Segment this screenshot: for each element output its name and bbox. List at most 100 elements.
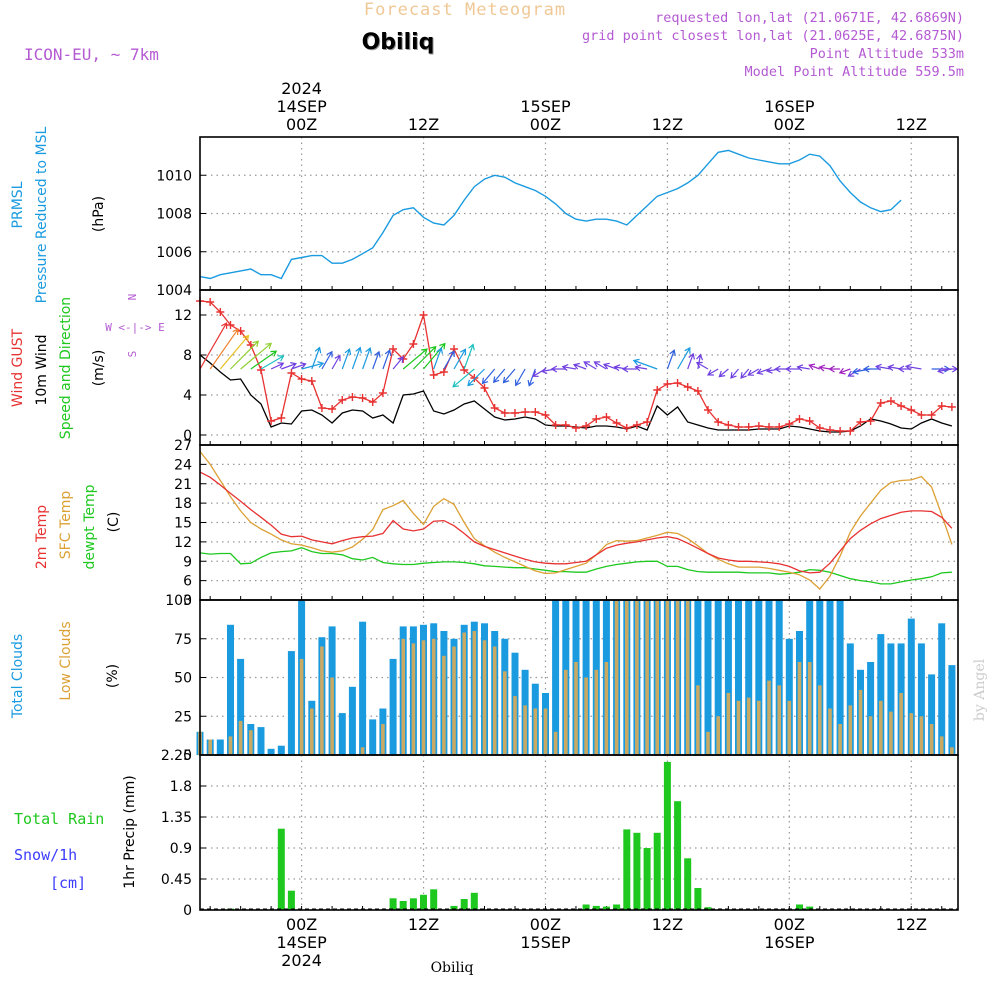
total-cloud-bar (287, 651, 295, 755)
wind-direction-arrow (311, 346, 322, 370)
y-tick-label: 21 (174, 477, 192, 493)
wind-gust-marker (785, 420, 794, 428)
total-cloud-bar (785, 638, 793, 756)
low-cloud-bar (401, 638, 405, 756)
wind-direction-arrow (321, 350, 333, 370)
wind-gust-marker (754, 422, 763, 430)
wind-direction-arrow (718, 368, 729, 378)
total-cloud-bar (724, 600, 732, 755)
wind-direction-arrow (740, 368, 750, 379)
panel-precipitation: 0 0.45 0.9 1.35 1.8 2.25 (161, 748, 958, 919)
rain-bar (674, 801, 682, 910)
wind-direction-arrow (331, 354, 341, 370)
wind-direction-arrow (862, 365, 881, 373)
low-cloud-bar (736, 700, 741, 756)
watermark: by Angel (972, 658, 988, 721)
wind-direction-arrow (433, 346, 443, 370)
wind-gust-marker (226, 321, 235, 329)
wind-dir-label: Speed and Direction (58, 297, 74, 439)
top-time-label: 12Z (408, 115, 439, 134)
model-name: ICON-EU, ~ 7km (24, 45, 159, 64)
wind-direction-arrow (392, 356, 404, 370)
wind-gust-marker (246, 341, 255, 349)
bottom-time-label: 14SEP (276, 933, 327, 952)
y-tick-label: 0.45 (161, 872, 192, 888)
wind-direction-arrow (240, 342, 272, 370)
wind-gust-marker (693, 387, 702, 395)
wind-gust-label: Wind GUST (10, 328, 26, 407)
wind-direction-arrow (270, 362, 285, 370)
wind-gust-marker (714, 418, 723, 426)
wind-direction-arrow (527, 368, 536, 387)
total-cloud-bar (938, 623, 946, 756)
wind-gust-marker (825, 426, 834, 434)
wind-direction-arrow (492, 368, 506, 384)
y-tick-label: 12 (174, 535, 192, 551)
requested-coords: requested lon,lat (21.0671E, 42.6869N) (655, 10, 964, 26)
total-cloud-bar (359, 621, 367, 755)
wind-gust-marker (815, 424, 824, 432)
low-cloud-bar (482, 640, 487, 755)
wind-gust-marker (592, 415, 601, 423)
y-tick-label: 50 (174, 671, 192, 687)
wind-gust-marker (927, 411, 936, 419)
temp-2m-label: 2m Temp (34, 505, 50, 569)
rain-bar (460, 899, 468, 910)
bottom-time-label: 16SEP (764, 933, 815, 952)
wind-direction-arrow (372, 350, 381, 370)
y-tick-label: 1.8 (170, 779, 192, 795)
low-cloud-bar (228, 736, 233, 755)
wind-direction-arrow (632, 358, 658, 370)
total-cloud-bar (816, 600, 824, 755)
low-cloud-bar (533, 708, 538, 755)
rain-bar (470, 892, 478, 910)
wind-gust-marker (521, 408, 530, 416)
bottom-time-label: 12Z (408, 915, 439, 934)
low-cloud-bar (746, 697, 751, 755)
wind-gust-marker (348, 393, 357, 401)
bottom-time-label: 12Z (652, 915, 683, 934)
rain-bar (277, 828, 285, 910)
y-tick-label: 0.9 (170, 841, 192, 857)
low-cloud-bar (767, 680, 771, 755)
bottom-time-label: 12Z (896, 915, 927, 934)
total-cloud-bar (877, 634, 885, 755)
total-cloud-bar (704, 600, 712, 755)
total-cloud-bar (735, 600, 742, 755)
wind-gust-marker (673, 379, 682, 387)
low-cloud-bar (818, 685, 822, 756)
wind-unit: (m/s) (91, 350, 107, 387)
point-altitude: Point Altitude 533m (810, 46, 964, 62)
wind-direction-arrow (550, 365, 566, 373)
wind-direction-arrow (838, 367, 851, 375)
rain-bar (613, 904, 621, 910)
wind-gust-marker (551, 421, 560, 429)
wind-direction-arrow (747, 368, 760, 376)
wind-direction-arrow (634, 364, 648, 372)
low-cloud-bar (208, 739, 212, 755)
wind-direction-arrow (260, 355, 285, 370)
rain-bar (420, 894, 427, 910)
panel-border (199, 289, 959, 446)
wind-gust-marker (328, 405, 337, 413)
total-cloud-bar (907, 618, 915, 755)
rain-bar (450, 905, 458, 910)
wind-gust-marker (267, 417, 276, 425)
bottom-time-label: 00Z (286, 915, 317, 934)
total-cloud-bar (826, 600, 834, 755)
low-cloud-bar (919, 716, 924, 756)
wind-gust-marker (947, 403, 956, 411)
wind-direction-arrow (784, 365, 800, 373)
wind-direction-arrow (593, 361, 607, 370)
low-cloud-bar (950, 747, 954, 756)
low-cloud-bar (757, 700, 761, 756)
top-time-label: 12Z (896, 115, 927, 134)
low-cloud-bar (645, 600, 649, 755)
wind-direction-arrow (796, 364, 810, 372)
low-cloud-bar (655, 600, 659, 755)
wind-direction-arrow (687, 352, 695, 370)
top-time-label: 2024 (281, 79, 322, 98)
rain-bar (623, 829, 631, 910)
wind-gust-marker (389, 345, 398, 353)
